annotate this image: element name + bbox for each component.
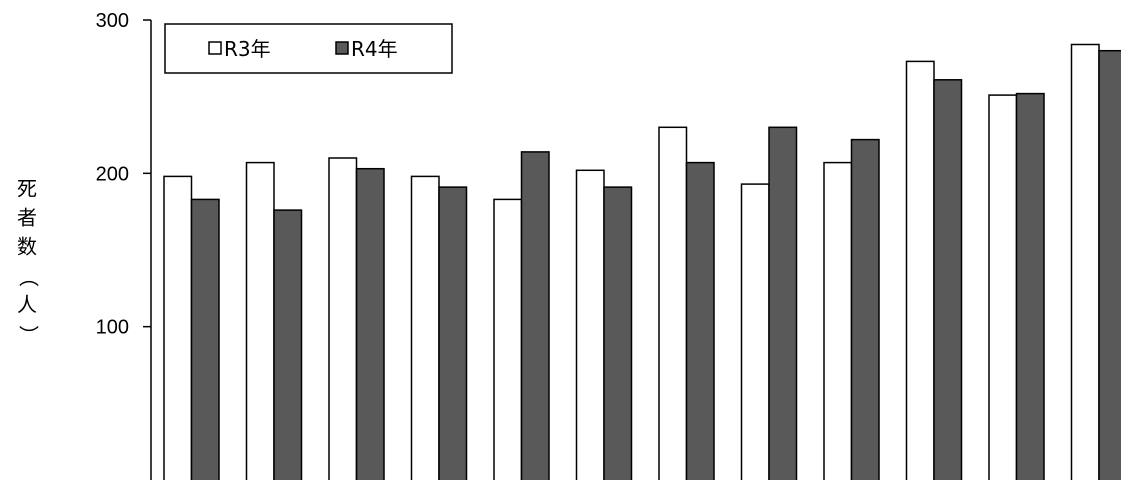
bar-r3-1 <box>163 175 193 480</box>
y-tick-label-200: 200 <box>96 163 129 185</box>
bar-r4-1 <box>190 198 220 480</box>
bar-r4-5 <box>520 151 550 480</box>
bar-r3-3 <box>328 157 358 480</box>
bar-r4-6 <box>603 186 633 480</box>
bar-r3-4 <box>410 175 440 480</box>
y-axis-label-char: 死 <box>17 177 37 201</box>
bar-r4-3 <box>355 167 385 480</box>
bar-r4-2 <box>273 209 303 480</box>
bar-r3-7 <box>658 126 688 480</box>
bar-r3-6 <box>575 169 605 480</box>
bar-r4-8 <box>768 126 798 480</box>
bar-r4-10 <box>933 79 963 480</box>
bar-r3-11 <box>988 94 1018 480</box>
legend-label-r3: R3年 <box>224 37 271 61</box>
bar-r3-9 <box>823 161 853 480</box>
y-tick-label-100: 100 <box>96 317 129 339</box>
legend-box <box>164 23 453 74</box>
y-axis-label: 死者数 （ 人 ） <box>17 177 41 346</box>
bar-r4-9 <box>850 138 880 480</box>
y-axis-label-char: 人 <box>17 293 37 317</box>
y-axis-label-char: （ <box>17 267 41 287</box>
bar-r3-10 <box>905 60 935 480</box>
y-axis-label-char: 者 <box>17 206 37 230</box>
y-axis-label-char: ） <box>17 325 41 345</box>
bar-r4-11 <box>1015 92 1045 480</box>
y-tick-label-300: 300 <box>96 10 129 32</box>
legend: R3年 R4年 <box>164 23 453 74</box>
y-axis-label-char: 数 <box>17 235 37 259</box>
bar-r4-12 <box>1098 49 1121 480</box>
bar-r3-8 <box>740 183 770 480</box>
legend-swatch-r3 <box>208 41 222 55</box>
bar-r3-12 <box>1070 43 1100 480</box>
legend-label-r4: R4年 <box>351 37 398 61</box>
bar-r4-4 <box>438 186 468 480</box>
legend-swatch-r4 <box>335 41 349 55</box>
bar-r3-2 <box>245 161 275 480</box>
bar-r4-7 <box>685 161 715 480</box>
bar-r3-5 <box>493 198 523 480</box>
plot-area: 100 200 300 <box>96 10 1121 480</box>
